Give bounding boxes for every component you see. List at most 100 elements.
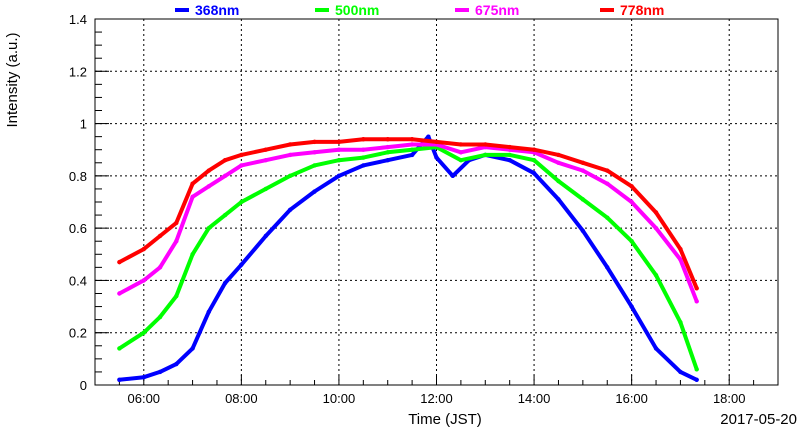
y-tick-label: 0.6 [69,221,87,236]
data-point [605,215,610,220]
data-point [174,220,179,226]
data-point [141,374,146,380]
series-line [117,137,699,291]
data-point [174,361,179,367]
x-tick-label: 14:00 [518,391,551,406]
data-point [580,197,586,202]
data-point [458,142,464,147]
x-tick-label: 08:00 [225,391,258,406]
data-point [361,163,366,168]
data-series [117,134,699,382]
data-point [190,252,195,257]
data-point [222,212,228,218]
data-point [312,189,317,194]
data-point [312,150,317,155]
data-point [206,225,212,231]
data-point [629,199,634,205]
y-tick-label: 0.4 [69,273,87,288]
data-point [190,181,195,186]
data-point [174,293,179,299]
data-point [141,278,146,283]
data-point [694,367,699,372]
data-point [426,134,431,139]
data-point [157,369,163,375]
data-point [653,346,659,351]
data-point [556,152,561,158]
x-tick-label: 10:00 [323,391,356,406]
data-point [531,157,537,163]
data-point [287,142,293,147]
data-point [653,210,659,215]
data-point [117,377,122,382]
data-point [653,225,659,231]
data-point [117,291,122,296]
data-point [239,152,244,158]
data-point [694,377,699,382]
data-point [312,139,317,145]
x-tick-label: 18:00 [713,391,746,406]
date-label: 2017-05-20 [720,411,797,428]
data-point [336,157,342,163]
data-point [450,173,455,179]
data-point [458,157,464,163]
data-point [678,369,683,375]
data-point [263,147,268,152]
data-point [531,147,537,152]
data-point [287,152,293,158]
data-point [556,178,561,184]
data-point [157,233,163,239]
y-tick-label: 0 [80,378,87,393]
data-point [409,152,415,158]
data-point [190,346,195,351]
data-point [458,150,464,155]
legend-label: 500nm [335,2,379,18]
data-point [287,207,293,213]
data-point [605,181,610,186]
data-point [361,137,366,142]
x-tick-label: 12:00 [420,391,453,406]
y-axis-title: Intensity (a.u.) [4,32,21,127]
data-point [385,144,390,150]
data-point [694,286,699,291]
data-point [336,147,342,152]
data-point [157,265,163,270]
data-point [580,228,586,233]
grid-lines [95,19,778,385]
y-tick-label: 1 [80,117,87,132]
data-point [580,168,586,173]
data-point [483,152,488,158]
series-368nm [117,134,699,382]
data-point [157,314,163,320]
series-line [117,145,699,372]
legend-label: 368nm [195,2,239,18]
data-point [678,246,683,252]
x-axis-title: Time (JST) [408,411,482,428]
data-point [483,142,488,147]
data-point [222,173,228,179]
y-tick-label: 0.8 [69,169,87,184]
data-point [629,239,634,244]
data-point [556,197,561,202]
data-point [117,259,122,265]
data-point [580,160,586,165]
y-tick-labels: 0 0.2 0.4 0.6 0.8 1 1.2 1.4 [69,12,87,393]
data-point [239,262,244,267]
data-point [206,168,212,173]
series-500nm [117,144,699,372]
x-tick-label: 06:00 [128,391,161,406]
data-point [556,160,561,165]
data-point [507,152,512,158]
data-point [507,144,512,150]
axis-ticks [94,18,779,386]
y-tick-label: 0.2 [69,326,87,341]
data-point [678,257,683,262]
legend: 368nm 500nm 675nm 778nm [175,2,664,18]
data-point [336,139,342,145]
data-point [605,168,610,173]
data-point [694,299,699,304]
data-point [206,309,212,314]
data-point [361,155,366,160]
data-point [434,155,439,160]
series-778nm [117,137,699,291]
data-point [336,173,342,179]
